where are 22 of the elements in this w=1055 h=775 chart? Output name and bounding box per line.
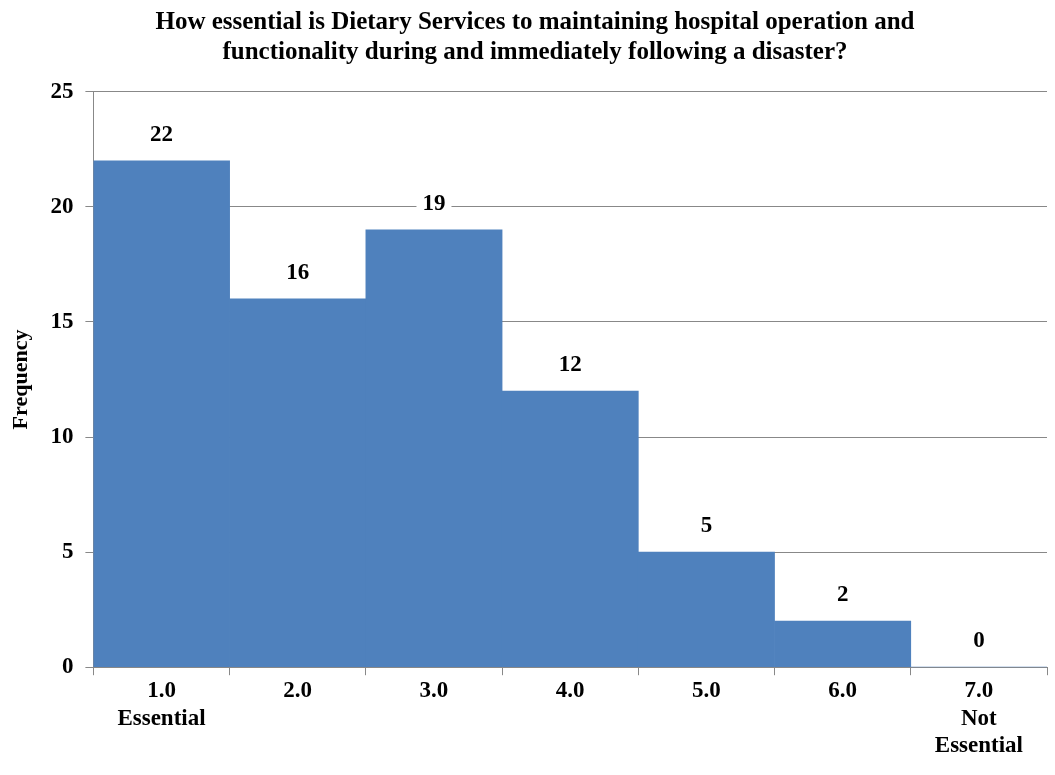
x-tick-label: 7.0 Not Essential [934,676,1023,758]
y-tick-label: 20 [50,192,74,218]
x-tick-label: 6.0 [828,676,858,702]
x-tick-label: 4.0 [555,676,585,702]
data-label: 22 [150,120,174,146]
y-tick-label: 0 [61,653,74,679]
x-tick-label: 5.0 [692,676,721,702]
x-tick-label: 3.0 [419,676,449,702]
data-label: 2 [836,581,849,607]
x-tick-label: 1.0 Essential [117,676,206,730]
data-label: 12 [558,350,582,376]
chart-title: How essential is Dietary Services to maintaining hospital operation and functionality during and immediately following a disaster? [154,6,916,66]
x-tick-label: 2.0 [283,676,313,702]
data-label: 0 [973,627,985,653]
y-axis-title: Frequency [6,329,32,430]
y-tick-label: 10 [50,422,74,448]
data-label: 16 [286,258,310,284]
y-tick-label: 25 [50,77,74,103]
data-label: 19 [422,189,446,215]
data-label: 5 [700,512,713,538]
y-tick-label: 5 [61,538,74,564]
y-tick-label: 15 [50,307,74,333]
